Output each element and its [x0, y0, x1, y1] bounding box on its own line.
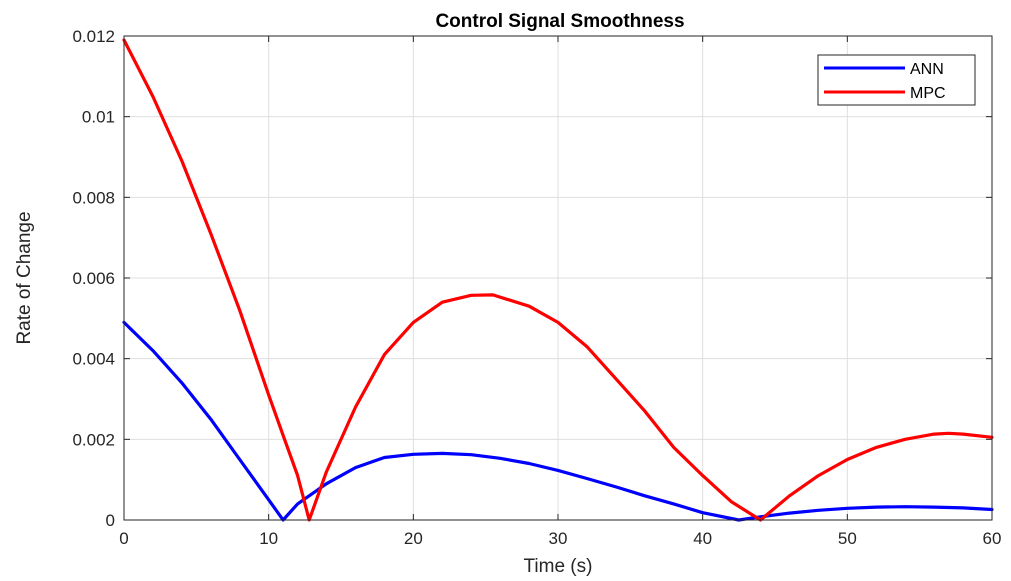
x-tick-label: 60	[983, 529, 1002, 548]
legend-box	[817, 54, 976, 106]
series-line-mpc	[122, 38, 994, 522]
x-axis-label: Time (s)	[524, 556, 593, 577]
series-lines	[122, 38, 994, 522]
legend-label-mpc: MPC	[910, 85, 946, 102]
y-axis-label: Rate of Change	[14, 211, 35, 344]
x-tick-label: 10	[259, 529, 278, 548]
y-tick-label: 0	[106, 511, 115, 530]
y-tick-label: 0.01	[82, 108, 115, 127]
y-tick-labels: 0 0.002 0.004 0.006 0.008 0.01 0.012	[72, 27, 115, 530]
x-tick-label: 30	[549, 529, 568, 548]
y-tick-label: 0.008	[72, 188, 115, 207]
y-tick-label: 0.012	[72, 27, 115, 46]
y-tick-label: 0.006	[72, 269, 115, 288]
x-tick-label: 50	[838, 529, 857, 548]
chart-title: Control Signal Smoothness	[435, 11, 684, 32]
axis-ticks	[123, 35, 993, 521]
legend-label-ann: ANN	[910, 61, 944, 78]
x-tick-label: 0	[119, 529, 128, 548]
legend: ANN MPC	[817, 54, 976, 106]
series-line-ann	[122, 320, 994, 522]
y-tick-label: 0.002	[72, 430, 115, 449]
x-tick-labels: 0 10 20 30 40 50 60	[119, 529, 1001, 548]
y-tick-label: 0.004	[72, 350, 115, 369]
x-tick-label: 40	[693, 529, 712, 548]
x-tick-label: 20	[404, 529, 423, 548]
